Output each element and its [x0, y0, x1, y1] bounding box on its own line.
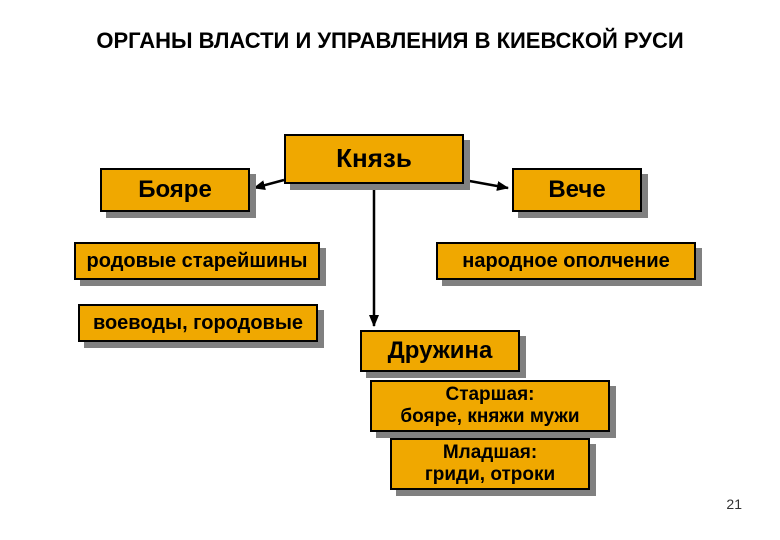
node-voevody: воеводы, городовые: [78, 304, 318, 342]
edge-0: [254, 180, 284, 188]
node-starsh: Старшая: бояре, княжи мужи: [370, 380, 610, 432]
page-number: 21: [726, 496, 742, 512]
node-druzhina: Дружина: [360, 330, 520, 372]
node-veche: Вече: [512, 168, 642, 212]
node-narod: народное ополчение: [436, 242, 696, 280]
diagram-title: ОРГАНЫ ВЛАСТИ И УПРАВЛЕНИЯ В КИЕВСКОЙ РУ…: [0, 28, 780, 54]
node-knyaz: Князь: [284, 134, 464, 184]
node-rodovye: родовые старейшины: [74, 242, 320, 280]
node-mlad: Младшая: гриди, отроки: [390, 438, 590, 490]
node-boyare: Бояре: [100, 168, 250, 212]
edge-1: [464, 180, 508, 188]
